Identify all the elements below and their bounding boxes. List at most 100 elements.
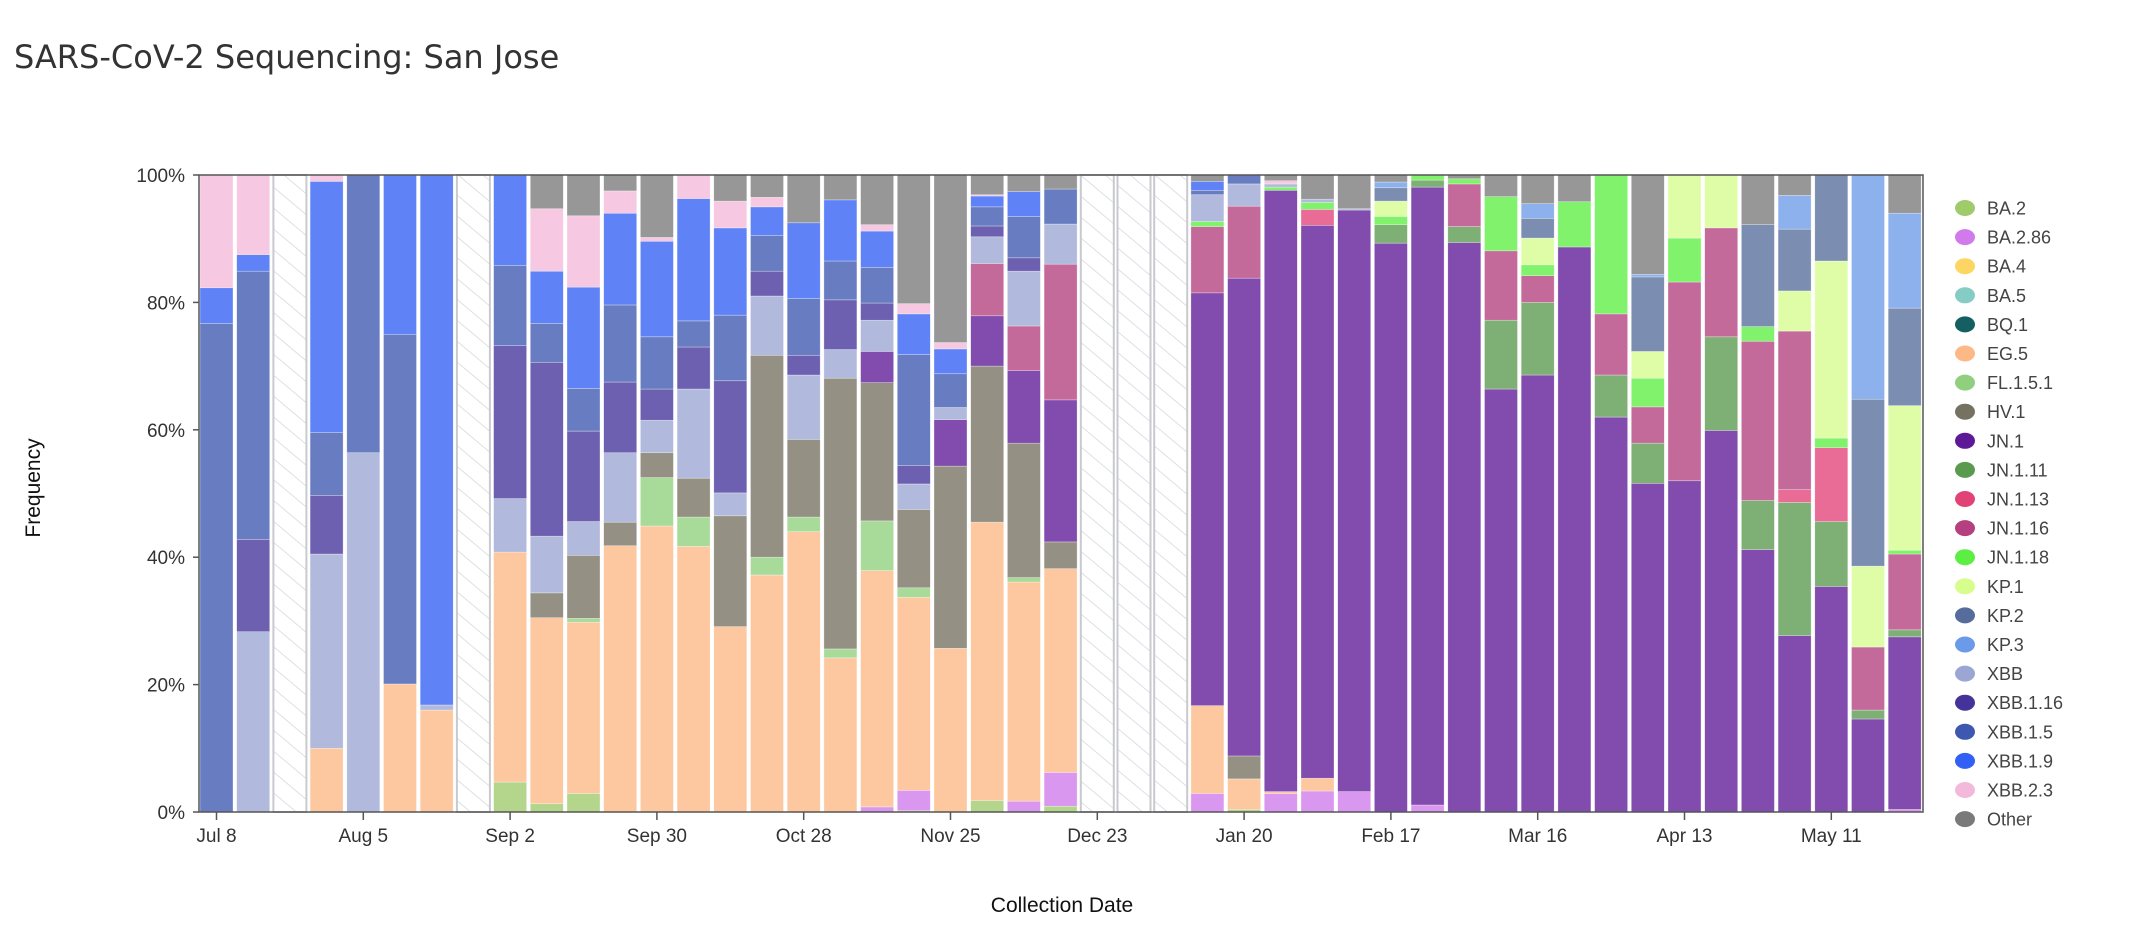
bar-segment-jn-1-11[interactable] [1410,179,1445,188]
bar-segment-jn-1-16[interactable] [1887,553,1922,631]
bar-segment-xbb-1-5[interactable] [970,206,1005,227]
bar-segment-jn-1-11[interactable] [1594,374,1628,418]
bar-segment-jn-1-18[interactable] [1410,174,1445,181]
bar-segment-ba-2-86[interactable] [896,790,931,812]
bar-segment-jn-1-16[interactable] [1594,313,1628,376]
bar-segment-jn-1-13[interactable] [1777,489,1812,503]
bar-segment-hv-1[interactable] [933,465,968,649]
bar-segment-other[interactable] [566,174,601,217]
bar-segment-jn-1[interactable] [1484,388,1518,813]
bar-segment-xbb-1-5[interactable] [1227,174,1261,185]
bar-segment-xbb-1-5[interactable] [236,270,270,540]
bar-segment-jn-1-11[interactable] [1631,442,1665,484]
bar-segment-xbb-2-3[interactable] [713,200,748,229]
legend-item[interactable]: BA.2.86 [1955,228,2051,248]
bar-segment-xbb-1-5[interactable] [823,260,858,301]
bar-segment-xbb-1-5[interactable] [750,235,784,272]
bar-segment-jn-1-11[interactable] [1520,302,1555,376]
bar-segment-jn-1-18[interactable] [1814,437,1849,448]
bar-segment-xbb-1-5[interactable] [640,336,674,390]
bar-segment-xbb-2-3[interactable] [860,224,894,232]
bar-segment-xbb-1-9[interactable] [566,286,601,389]
bar-segment-kp-1[interactable] [1851,565,1885,648]
legend-item[interactable]: JN.1.11 [1955,460,2048,480]
bar-segment-jn-1-16[interactable] [970,263,1005,317]
bar-segment-xbb-1-9[interactable] [603,212,638,306]
bar-segment-jn-1-11[interactable] [1887,629,1922,638]
bar-segment-xbb-1-5[interactable] [309,432,344,496]
bar-segment-kp-1[interactable] [1704,174,1738,229]
bar-segment-kp-1[interactable] [1667,174,1702,239]
legend-item[interactable]: XBB.1.9 [1955,751,2053,771]
bar-segment-xbb-1-5[interactable] [346,174,381,454]
bar-segment-jn-1[interactable] [1631,483,1665,813]
bar-segment-ba-2-86[interactable] [1190,793,1225,813]
bar-segment-eg-5[interactable] [309,747,344,813]
bar-segment-jn-1[interactable] [1777,635,1812,813]
bar-segment-kp-1[interactable] [1374,200,1408,217]
legend-item[interactable]: BQ.1 [1955,315,2028,335]
bar-segment-xbb-1-5[interactable] [199,323,234,813]
bar-segment-jn-1-16[interactable] [1777,330,1812,490]
bar-segment-ba-2[interactable] [493,781,527,813]
bar-segment-eg-5[interactable] [419,709,454,813]
bar-segment-xbb-1-16[interactable] [676,346,711,390]
bar-segment-eg-5[interactable] [676,546,711,813]
bar-segment-xbb-1-5[interactable] [1043,188,1078,225]
bar-segment-jn-1-16[interactable] [1447,183,1482,227]
bar-segment-jn-1-18[interactable] [1264,186,1298,191]
bar-segment-kp-1[interactable] [1520,237,1555,266]
bar-segment-other[interactable] [1887,174,1922,214]
bar-segment-jn-1-11[interactable] [1741,500,1775,550]
bar-segment-jn-1-11[interactable] [1704,336,1738,431]
bar-segment-jn-1[interactable] [1007,370,1041,444]
bar-segment-xbb-1-9[interactable] [1007,191,1041,217]
bar-segment-jn-1-16[interactable] [1227,205,1261,279]
bar-segment-xbb[interactable] [603,452,638,523]
bar-segment-jn-1[interactable] [1704,430,1738,813]
bar-segment-kp-3[interactable] [1520,203,1555,219]
bar-segment-xbb-1-5[interactable] [1007,216,1041,259]
bar-segment-jn-1-18[interactable] [1520,264,1555,276]
bar-segment-jn-1[interactable] [1667,480,1702,813]
bar-segment-xbb[interactable] [493,498,527,553]
bar-segment-xbb-1-16[interactable] [970,225,1005,238]
bar-segment-xbb-2-3[interactable] [529,208,564,272]
bar-segment-xbb[interactable] [896,483,931,510]
bar-segment-jn-1[interactable] [1594,416,1628,813]
bar-segment-ba-2-86[interactable] [1043,772,1078,807]
bar-segment-eg-5[interactable] [1007,581,1041,802]
legend-item[interactable]: XBB.1.16 [1955,693,2063,713]
bar-segment-fl-1-5-1[interactable] [750,556,784,576]
bar-segment-jn-1[interactable] [1043,399,1078,543]
bar-segment-kp-2[interactable] [1777,228,1812,292]
bar-segment-xbb[interactable] [970,236,1005,264]
bar-segment-xbb-1-16[interactable] [493,345,527,499]
bar-segment-xbb-1-9[interactable] [640,240,674,338]
bar-segment-xbb-1-16[interactable] [750,270,784,297]
bar-segment-fl-1-5-1[interactable] [823,648,858,659]
legend-item[interactable]: JN.1 [1955,431,2024,451]
bar-segment-xbb-1-9[interactable] [823,199,858,262]
bar-segment-other[interactable] [786,174,821,224]
bar-segment-jn-1-16[interactable] [1484,250,1518,321]
bar-segment-other[interactable] [1777,174,1812,196]
bar-segment-hv-1[interactable] [1043,541,1078,569]
bar-segment-eg-5[interactable] [750,574,784,813]
bar-segment-jn-1[interactable] [1410,186,1445,806]
bar-segment-kp-3[interactable] [1851,174,1885,400]
bar-segment-other[interactable] [640,174,674,238]
bar-segment-xbb-1-9[interactable] [860,230,894,268]
bar-segment-jn-1-13[interactable] [1300,209,1335,226]
bar-segment-xbb[interactable] [823,349,858,379]
bar-segment-kp-2[interactable] [1887,307,1922,406]
bar-segment-other[interactable] [896,174,931,304]
bar-segment-xbb[interactable] [933,407,968,420]
bar-segment-other[interactable] [1300,174,1335,200]
bar-segment-jn-1[interactable] [1741,549,1775,813]
bar-segment-kp-2[interactable] [1851,398,1885,567]
bar-segment-eg-5[interactable] [860,570,894,808]
bar-segment-other[interactable] [1557,174,1592,203]
bar-segment-fl-1-5-1[interactable] [860,520,894,571]
bar-segment-other[interactable] [603,174,638,192]
